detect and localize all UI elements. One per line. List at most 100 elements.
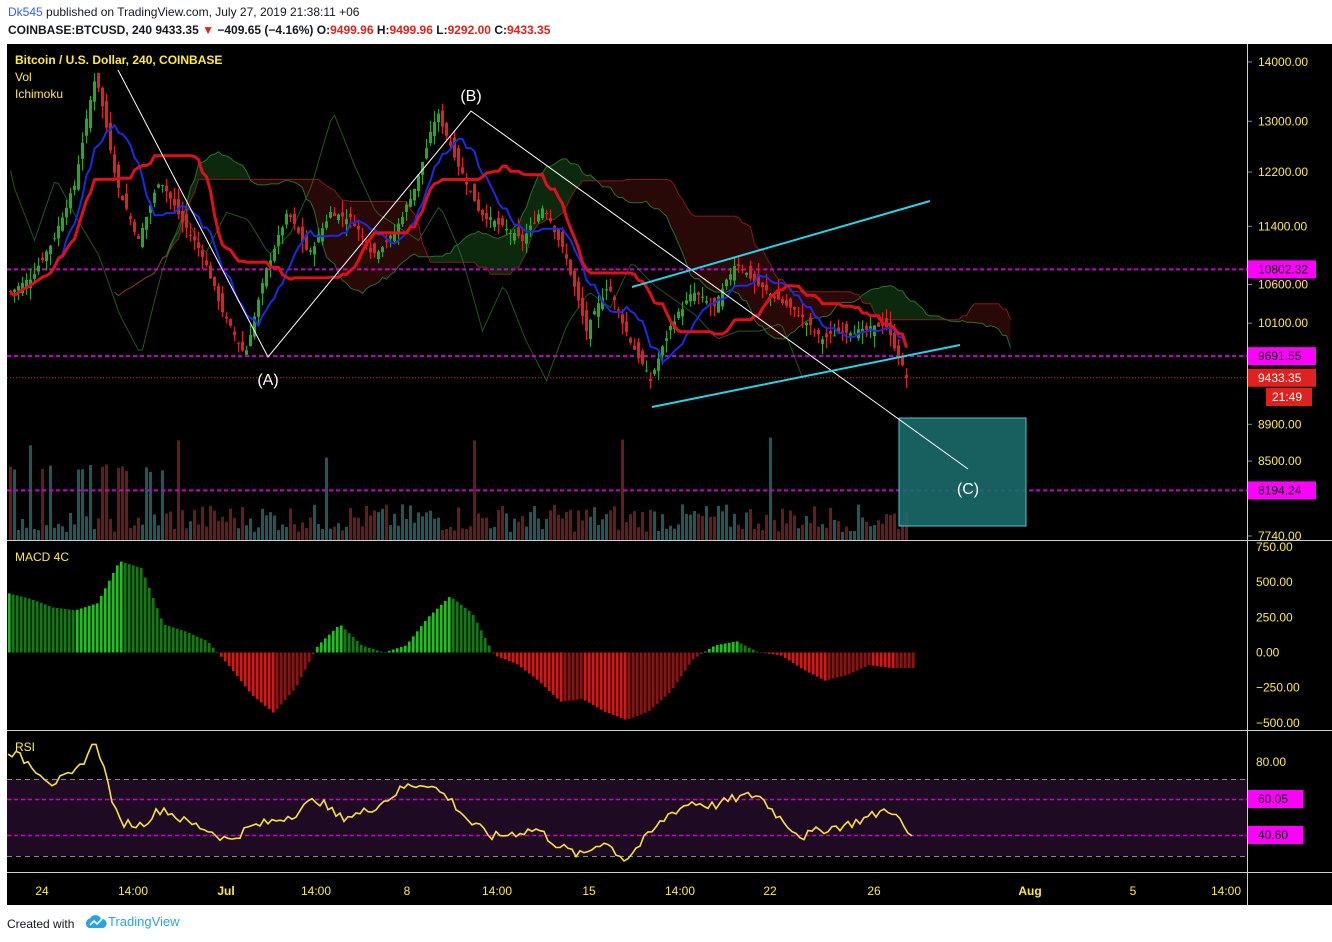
cloud-segment bbox=[478, 231, 483, 268]
macd-bar bbox=[92, 604, 95, 653]
cloud-segment bbox=[574, 163, 579, 191]
rsi-badge bbox=[1248, 826, 1303, 844]
volume-bar bbox=[497, 509, 500, 540]
volume-bar bbox=[569, 509, 572, 540]
drawings[interactable] bbox=[117, 69, 1027, 527]
volume-bar bbox=[545, 518, 548, 540]
candle-body bbox=[261, 283, 264, 294]
volume-bar bbox=[865, 521, 868, 540]
cloud-segment bbox=[506, 232, 511, 275]
author-link[interactable]: Dk545 bbox=[8, 5, 43, 19]
footer: Created with TradingView bbox=[0, 905, 1332, 942]
cloud-segment bbox=[878, 286, 883, 320]
cloud-segment bbox=[994, 303, 999, 330]
candle-body bbox=[357, 225, 360, 230]
volume-bar bbox=[25, 527, 28, 540]
candle-body bbox=[293, 213, 296, 224]
cloud-segment bbox=[910, 301, 915, 320]
macd-bar bbox=[820, 652, 823, 679]
cloud-segment bbox=[394, 201, 399, 273]
macd-pane[interactable] bbox=[7, 541, 1247, 730]
horizontal-levels[interactable] bbox=[7, 268, 1247, 492]
macd-bar bbox=[8, 593, 11, 653]
macd-bar bbox=[104, 588, 107, 653]
macd-bar bbox=[396, 648, 399, 653]
macd-bar bbox=[688, 652, 691, 665]
volume-bar bbox=[649, 509, 652, 540]
macd-bar bbox=[696, 652, 699, 657]
candle-body bbox=[93, 81, 96, 102]
time-axis[interactable] bbox=[7, 873, 1247, 905]
volume-bar bbox=[345, 526, 348, 540]
vol-legend[interactable]: Vol bbox=[15, 70, 32, 84]
close-label: C: bbox=[494, 23, 507, 37]
macd-bar bbox=[276, 652, 279, 710]
volume-bar bbox=[513, 518, 516, 540]
cloud-segment bbox=[318, 179, 323, 245]
volume-bar bbox=[653, 511, 656, 540]
macd-bar bbox=[216, 652, 219, 653]
y-tick-label: 13000.00 bbox=[1258, 114, 1308, 128]
macd-bar bbox=[64, 609, 67, 653]
rsi-legend[interactable]: RSI bbox=[15, 740, 35, 754]
volume-bar bbox=[705, 506, 708, 540]
macd-bar bbox=[164, 624, 167, 653]
volume-bar bbox=[589, 516, 592, 540]
macd-bar bbox=[336, 626, 339, 653]
channel-lower-line[interactable] bbox=[651, 344, 961, 408]
macd-bar bbox=[60, 608, 63, 653]
cloud-segment bbox=[194, 164, 199, 193]
channel-upper-line[interactable] bbox=[631, 200, 931, 288]
target-zone-box[interactable] bbox=[898, 417, 1027, 527]
candle-body bbox=[13, 289, 16, 292]
cloud-segment bbox=[490, 235, 495, 275]
macd-bar bbox=[280, 652, 283, 705]
abc-wave-line[interactable] bbox=[117, 69, 969, 470]
ichimoku-legend[interactable]: Ichimoku bbox=[15, 87, 63, 101]
chart-canvas[interactable]: (A)(B)(C) 7740.008500.008900.0010100.001… bbox=[0, 44, 1332, 905]
y-axis-labels: 7740.00 8500.00 8900.00 10100.00 10600.00 114… bbox=[1248, 55, 1316, 844]
volume-bar bbox=[397, 525, 400, 540]
macd-legend[interactable]: MACD 4C bbox=[15, 550, 69, 564]
volume-bar bbox=[333, 526, 336, 540]
candle-body bbox=[721, 288, 724, 307]
macd-bar bbox=[496, 652, 499, 657]
macd-bar bbox=[344, 629, 347, 653]
volume-bar bbox=[81, 469, 84, 540]
volume-bar bbox=[273, 515, 276, 540]
macd-bar bbox=[24, 597, 27, 653]
price-axis[interactable] bbox=[1247, 44, 1332, 873]
price-pane[interactable] bbox=[7, 44, 1247, 540]
candle-body bbox=[477, 199, 480, 211]
candle-body bbox=[193, 236, 196, 241]
macd-bar bbox=[652, 652, 655, 708]
tradingview-logo[interactable]: TradingView bbox=[84, 914, 180, 929]
candle-body bbox=[201, 250, 204, 258]
cloud-segment bbox=[614, 180, 619, 198]
published-text: published on TradingView.com, July 27, 2… bbox=[46, 5, 360, 19]
cloud-segment bbox=[274, 179, 279, 184]
volume-bar bbox=[665, 528, 668, 540]
volume-bar bbox=[869, 526, 872, 540]
macd-bar bbox=[56, 607, 59, 653]
candle-body bbox=[329, 211, 332, 218]
volume-bar bbox=[465, 528, 468, 540]
candle-body bbox=[521, 234, 524, 242]
cloud-segment bbox=[894, 287, 899, 320]
volume-bar bbox=[821, 524, 824, 540]
candle-body bbox=[757, 274, 760, 286]
volume-bar bbox=[785, 523, 788, 540]
macd-bar bbox=[892, 652, 895, 668]
volume-bar bbox=[445, 528, 448, 540]
volume-bar bbox=[253, 531, 256, 540]
cloud-segment bbox=[242, 165, 247, 180]
cloud-segment bbox=[862, 292, 867, 304]
macd-bar bbox=[612, 652, 615, 715]
candle-body bbox=[205, 260, 208, 266]
candle-body bbox=[289, 214, 292, 218]
macd-bar bbox=[152, 597, 155, 653]
volume-bar bbox=[361, 526, 364, 540]
macd-bar bbox=[440, 604, 443, 653]
macd-bar bbox=[808, 652, 811, 673]
y-tick-label: 14000.00 bbox=[1258, 55, 1308, 69]
